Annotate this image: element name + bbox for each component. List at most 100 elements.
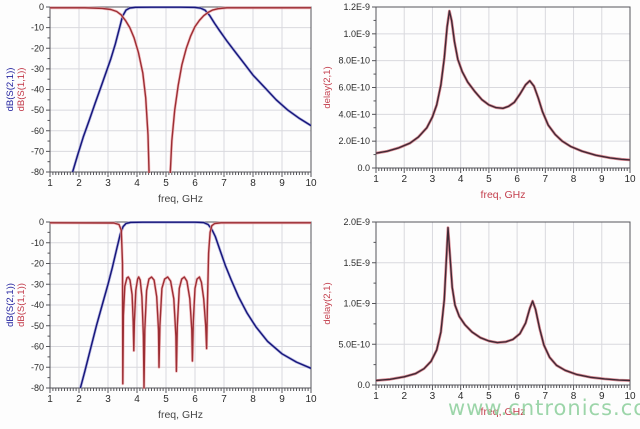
y-tick-labels: 0 -10 -20 -30 -40 -50 -60 -70 -80 <box>31 217 44 393</box>
y-tick-label: -80 <box>31 383 44 393</box>
y-tick-label: 0 <box>39 217 44 227</box>
x-tick-label: 8 <box>571 391 577 402</box>
x-tick-label: 1 <box>373 391 379 402</box>
y-axis-title: dB(S(1,1)) <box>16 283 27 327</box>
x-tick-label: 7 <box>543 174 549 185</box>
y-axis-ticks <box>372 6 376 169</box>
series-delay-2-1- <box>376 226 630 382</box>
series-db-s-1-1- <box>50 221 311 389</box>
chart-sparams-butterworth: 1 2 3 4 5 6 7 8 9 10 0 -10 -20 -30 -40 -50 -60 -70 -80 dB(S… <box>0 0 330 215</box>
x-axis-ticks <box>49 388 312 393</box>
y-tick-label: -30 <box>31 279 44 289</box>
x-tick-label: 2 <box>76 394 82 405</box>
y-tick-label: -70 <box>31 362 44 372</box>
series-line <box>71 6 311 173</box>
y-axis-ticks <box>46 221 50 389</box>
y-axis-title: delay(2,1) <box>322 66 333 108</box>
y-tick-label: 6.0E-10 <box>338 83 370 93</box>
series-delay-2-1- <box>376 9 630 162</box>
y-tick-label: -50 <box>31 321 44 331</box>
x-tick-label: 10 <box>305 394 317 405</box>
chart-delay-chebyshev: 1 2 3 4 5 6 7 8 9 10 2.0E-9 1.5E-9 1.0E-9 5.0E-10 0.0 d… <box>320 215 640 429</box>
y-axis-title: delay(2,1) <box>322 282 333 324</box>
x-axis-ticks <box>375 385 631 390</box>
x-tick-label: 5 <box>486 174 492 185</box>
x-tick-label: 1 <box>47 178 53 189</box>
x-tick-label: 4 <box>134 178 140 189</box>
x-tick-label: 4 <box>134 394 140 405</box>
x-tick-label: 2 <box>401 391 407 402</box>
y-tick-label: -20 <box>31 43 44 53</box>
x-tick-label: 9 <box>279 178 285 189</box>
y-axis-ticks <box>46 6 50 173</box>
x-axis-ticks <box>375 168 631 173</box>
x-tick-label: 4 <box>458 391 464 402</box>
x-tick-label: 6 <box>192 394 198 405</box>
x-tick-label: 6 <box>514 391 520 402</box>
y-tick-label: -20 <box>31 259 44 269</box>
x-tick-label: 7 <box>221 394 227 405</box>
y-tick-label: 2.0E-9 <box>343 217 370 227</box>
x-tick-label: 5 <box>163 394 169 405</box>
x-tick-labels: 1 2 3 4 5 6 7 8 9 10 <box>47 178 317 189</box>
x-axis-title: freq, GHz <box>481 189 526 201</box>
y-tick-labels: 2.0E-9 1.5E-9 1.0E-9 5.0E-10 0.0 <box>338 217 370 390</box>
x-tick-label: 10 <box>624 391 636 402</box>
x-tick-label: 10 <box>305 178 317 189</box>
x-tick-label: 10 <box>624 174 636 185</box>
x-axis-title: freq, GHz <box>158 193 203 205</box>
x-tick-label: 7 <box>543 391 549 402</box>
x-tick-label: 6 <box>514 174 520 185</box>
series-db-s-2-1- <box>71 6 311 173</box>
delay-chebyshev-plot: 1 2 3 4 5 6 7 8 9 10 2.0E-9 1.5E-9 1.0E-9 5.0E-10 0.0 d… <box>322 217 636 418</box>
y-tick-label: 1.5E-9 <box>343 258 370 268</box>
y-tick-label: 1.2E-9 <box>343 2 370 12</box>
x-tick-label: 4 <box>458 174 464 185</box>
x-tick-label: 7 <box>221 178 227 189</box>
y-tick-label: -60 <box>31 126 44 136</box>
y-tick-label: 0 <box>39 2 44 12</box>
y-axis-title: dB(S(1,1)) <box>16 68 27 112</box>
series-halo <box>376 226 630 382</box>
y-axis-title: dB(S(2,1)) <box>5 283 16 327</box>
series-line <box>376 227 630 382</box>
y-tick-label: 4.0E-10 <box>338 109 370 119</box>
chart-sparams-chebyshev: 1 2 3 4 5 6 7 8 9 10 0 -10 -20 -30 -40 -50 -60 -70 -80 dB(S… <box>0 215 330 429</box>
sparams-butterworth-plot: 1 2 3 4 5 6 7 8 9 10 0 -10 -20 -30 -40 -50 -60 -70 -80 dB(S… <box>5 2 317 205</box>
series-line <box>50 7 311 173</box>
y-axis-ticks <box>372 221 376 386</box>
series-line <box>376 10 630 161</box>
y-tick-label: -60 <box>31 342 44 352</box>
sparams-chebyshev-plot: 1 2 3 4 5 6 7 8 9 10 0 -10 -20 -30 -40 -50 -60 -70 -80 dB(S… <box>5 217 317 421</box>
y-tick-label: -10 <box>31 23 44 33</box>
x-axis-ticks <box>49 172 312 177</box>
y-tick-label: -70 <box>31 146 44 156</box>
x-tick-label: 9 <box>599 174 605 185</box>
series-db-s-1-1- <box>50 6 311 173</box>
y-tick-label: -40 <box>31 85 44 95</box>
series-halo <box>50 6 311 173</box>
y-tick-labels: 1.2E-9 1.0E-9 8.0E-10 6.0E-10 4.0E-10 2.0E-10… <box>338 2 370 173</box>
x-tick-label: 2 <box>76 178 82 189</box>
delay-butterworth-plot: 1 2 3 4 5 6 7 8 9 10 1.2E-9 1.0E-9 8.0E-10 6.0E-10 4.0… <box>322 2 636 201</box>
x-tick-labels: 1 2 3 4 5 6 7 8 9 10 <box>47 394 317 405</box>
x-tick-label: 5 <box>163 178 169 189</box>
y-tick-label: 5.0E-10 <box>338 339 370 349</box>
x-tick-label: 8 <box>571 174 577 185</box>
y-tick-label: -80 <box>31 167 44 177</box>
y-tick-label: -30 <box>31 64 44 74</box>
x-tick-labels: 1 2 3 4 5 6 7 8 9 10 <box>373 174 636 185</box>
series-line <box>79 221 311 389</box>
x-tick-label: 5 <box>486 391 492 402</box>
plot-border <box>375 221 631 386</box>
x-axis-title: freq, GHz <box>481 406 526 418</box>
y-tick-label: 2.0E-10 <box>338 136 370 146</box>
series-line <box>50 222 311 389</box>
x-tick-label: 3 <box>105 178 111 189</box>
series-db-s-2-1- <box>79 221 311 389</box>
x-tick-label: 6 <box>192 178 198 189</box>
y-tick-label: 0.0 <box>357 380 370 390</box>
y-tick-label: -50 <box>31 105 44 115</box>
x-tick-label: 1 <box>47 394 53 405</box>
